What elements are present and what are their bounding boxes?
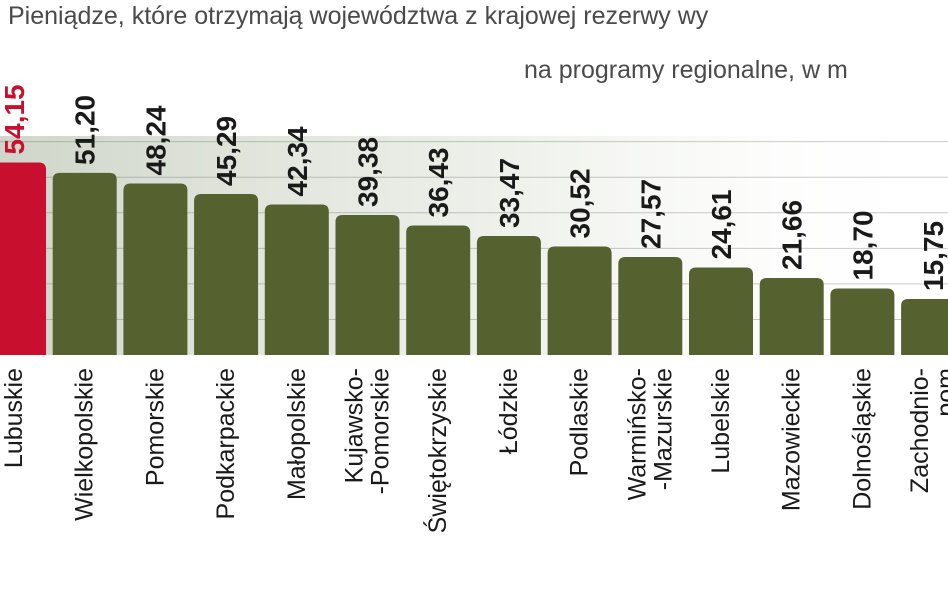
category-label-line: pom [932, 368, 948, 417]
value-label: 24,61 [706, 189, 737, 259]
category-label: Dolnośląskie [848, 368, 876, 510]
value-label: 18,70 [847, 210, 878, 280]
category-label-line: Świętokrzyskie [422, 368, 452, 533]
category-label-line: Zachodnio- [906, 368, 934, 493]
category-label: Łódzkie [495, 368, 523, 454]
category-label: Warmińsko--Mazurskie [623, 368, 677, 500]
value-label: 30,52 [565, 168, 596, 238]
category-label: Lubuskie [0, 368, 28, 468]
category-label-line: Łódzkie [495, 368, 523, 454]
bar [901, 298, 948, 355]
category-label-line: Lubelskie [707, 368, 735, 474]
value-label: 45,29 [211, 116, 242, 186]
category-label-line: -Pomorskie [367, 368, 395, 494]
value-label: 21,66 [777, 200, 808, 270]
category-label-line: Małopolskie [283, 368, 311, 500]
category-label: Pomorskie [141, 368, 169, 486]
category-label-line: Lubuskie [0, 368, 28, 468]
category-label-line: Mazowieckie [778, 368, 806, 511]
value-labels: 54,15 51,20 48,24 45,29 42,34 39,38 36,43 33,47… [0, 84, 948, 291]
category-label: Podlaskie [566, 368, 594, 476]
bar [335, 214, 400, 355]
bar [618, 256, 683, 355]
bar [476, 235, 541, 355]
value-label: 36,43 [423, 147, 454, 217]
value-label: 15,75 [918, 221, 948, 291]
chart-title-line-2: na programy regionalne, w m [524, 56, 848, 84]
category-label-line: Dolnośląskie [848, 368, 876, 510]
bar [123, 183, 188, 355]
category-label: Mazowieckie [778, 368, 806, 511]
bar [0, 162, 46, 355]
category-label-line: Podlaskie [566, 368, 594, 476]
bar [264, 204, 329, 355]
category-label-line: Podkarpackie [212, 368, 240, 519]
bar [689, 267, 753, 355]
category-label: Świętokrzyskie [422, 368, 452, 533]
category-label: Małopolskie [283, 368, 311, 500]
chart-title-line-1: Pieniądze, które otrzymają województwa z… [8, 2, 709, 30]
category-label-line: Warmińsko- [623, 368, 651, 500]
value-label: 33,47 [494, 158, 525, 228]
bar [547, 246, 612, 355]
category-label-line: -Mazurskie [649, 368, 677, 490]
category-label-line: Wielkopolskie [71, 368, 99, 521]
category-label-line: Kujawsko- [341, 368, 369, 483]
value-label: 39,38 [353, 137, 384, 207]
value-label: 42,34 [282, 126, 313, 196]
category-label: Lubelskie [707, 368, 735, 474]
category-label: Podkarpackie [212, 368, 240, 519]
bar [406, 225, 471, 355]
category-labels: Lubuskie Wielkopolskie Pomorskie Podkarpack… [0, 368, 948, 533]
value-label: 51,20 [70, 95, 101, 165]
value-label: 54,15 [0, 84, 30, 154]
bar [194, 193, 259, 355]
bars [0, 162, 948, 355]
bar [759, 277, 824, 355]
category-label-line: Pomorskie [141, 368, 169, 486]
value-label: 48,24 [140, 105, 171, 175]
category-label: Wielkopolskie [71, 368, 99, 521]
category-label: Zachodnio-pom [906, 368, 948, 493]
bar [830, 288, 895, 355]
value-label: 27,57 [635, 179, 666, 249]
bar [52, 172, 117, 355]
category-label: Kujawsko--Pomorskie [341, 368, 395, 494]
